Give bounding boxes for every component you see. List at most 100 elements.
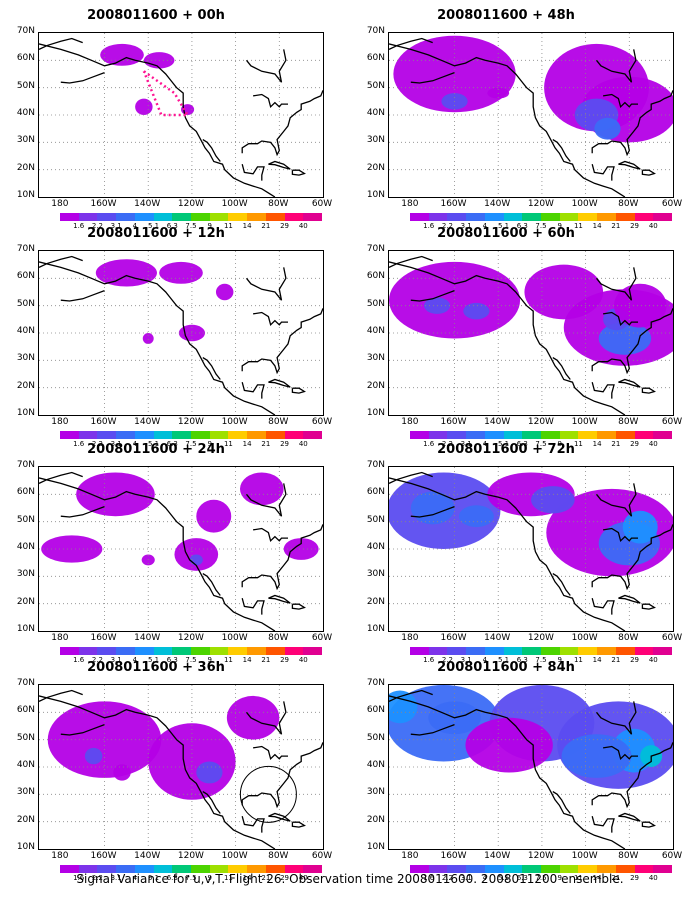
- colorbar-label: 5.1: [497, 440, 510, 448]
- lat-label: 70N: [366, 26, 385, 36]
- lon-label: 180: [51, 633, 69, 643]
- coastline: [39, 43, 276, 197]
- variance-map: [389, 467, 673, 631]
- variance-map: [39, 251, 323, 415]
- coastline: [241, 816, 265, 833]
- colorbar-label: 6.3: [516, 656, 528, 664]
- lon-label: 60W: [661, 851, 683, 861]
- colorbar-swatch: [116, 647, 135, 655]
- colorbar-label: 1.6: [73, 656, 85, 664]
- colorbar-swatch: [484, 431, 504, 439]
- variance-map: [39, 685, 323, 849]
- colorbar-swatch: [541, 647, 560, 655]
- colorbar-swatch: [172, 431, 192, 439]
- lon-label: 140W: [134, 199, 161, 209]
- colorbar-label: 1.6: [73, 440, 85, 448]
- coastline: [245, 701, 287, 735]
- colorbar-swatch: [428, 431, 448, 439]
- colorbar-swatch: [265, 647, 285, 655]
- coastline: [641, 603, 656, 610]
- lon-label: 160W: [90, 199, 117, 209]
- colorbar-swatch: [410, 431, 429, 439]
- coastline: [389, 261, 626, 415]
- lon-label: 120W: [527, 633, 554, 643]
- lon-label: 140W: [484, 199, 511, 209]
- colorbar-label: 40: [298, 874, 308, 882]
- lat-label: 50N: [16, 80, 35, 91]
- lat-label: 10N: [16, 842, 35, 852]
- colorbar-label: 14: [242, 656, 252, 664]
- colorbar-label: 4: [482, 656, 488, 664]
- colorbar-label: 11: [223, 222, 233, 230]
- variance-map: [389, 33, 673, 197]
- colorbar-swatch: [78, 213, 98, 221]
- colorbar-label: 14: [592, 222, 602, 230]
- colorbar-label: 40: [648, 656, 658, 664]
- colorbar-swatch: [247, 431, 266, 439]
- lat-label: 10N: [366, 624, 385, 634]
- lat-label: 20N: [16, 380, 35, 391]
- colorbar-swatch: [60, 647, 79, 655]
- colorbar-swatch: [447, 647, 467, 655]
- colorbar-label: 21: [611, 222, 621, 230]
- coastline: [389, 43, 626, 197]
- variance-contour: [226, 695, 280, 740]
- colorbar-swatch: [284, 213, 304, 221]
- lat-label: 60N: [16, 487, 35, 498]
- coastline: [268, 378, 291, 388]
- colorbar-swatch: [484, 865, 504, 873]
- colorbar-label: 21: [611, 874, 621, 882]
- map-frame: [388, 684, 674, 850]
- lat-label: 30N: [366, 135, 385, 146]
- variance-contour: [458, 505, 494, 528]
- colorbar-swatch: [247, 647, 266, 655]
- colorbar-swatch: [78, 647, 98, 655]
- colorbar: [410, 213, 673, 221]
- colorbar-swatch: [578, 213, 598, 221]
- map-frame: [38, 684, 324, 850]
- lon-label: 140W: [134, 633, 161, 643]
- map-frame: [38, 466, 324, 632]
- colorbar-label: 29: [630, 874, 640, 882]
- colorbar-swatch: [653, 213, 673, 221]
- coastline: [291, 169, 306, 176]
- lon-label: 160W: [440, 417, 467, 427]
- coastline: [245, 49, 287, 83]
- colorbar-swatch: [303, 213, 323, 221]
- colorbar-label: 29: [630, 656, 640, 664]
- colorbar-swatch: [153, 213, 173, 221]
- lon-label: 60W: [661, 199, 683, 209]
- coastline: [291, 603, 306, 610]
- lat-label: 40N: [16, 760, 35, 770]
- coastline: [39, 261, 276, 415]
- colorbar-swatch: [228, 431, 248, 439]
- colorbar-swatch: [466, 431, 485, 439]
- colorbar-swatch: [559, 647, 579, 655]
- colorbar-label: 2.2: [91, 440, 103, 448]
- colorbar-label: 9: [557, 222, 562, 230]
- coastline: [252, 311, 288, 327]
- colorbar-swatch: [615, 865, 635, 873]
- coastline: [595, 483, 637, 517]
- colorbar-label: 2.2: [441, 440, 453, 448]
- coastline: [252, 93, 288, 109]
- colorbar-label: 21: [261, 440, 271, 448]
- coastline: [591, 742, 673, 809]
- lon-label: 100W: [221, 633, 248, 643]
- panel-title: 2008011600 + 36h: [87, 660, 225, 675]
- lon-label: 80W: [618, 633, 639, 643]
- colorbar-swatch: [209, 865, 229, 873]
- lat-label: 70N: [366, 244, 385, 254]
- map-frame: [38, 250, 324, 416]
- colorbar-swatch: [503, 865, 523, 873]
- coastline: [389, 477, 626, 631]
- coastline: [241, 524, 323, 591]
- variance-contour: [142, 333, 154, 344]
- colorbar-label: 11: [573, 874, 583, 882]
- colorbar-swatch: [484, 213, 504, 221]
- lat-label: 40N: [366, 326, 385, 336]
- colorbar-label: 2.2: [91, 222, 103, 230]
- colorbar-label: 1.6: [423, 874, 435, 882]
- colorbar-label: 6.3: [166, 874, 178, 882]
- colorbar-swatch: [447, 865, 467, 873]
